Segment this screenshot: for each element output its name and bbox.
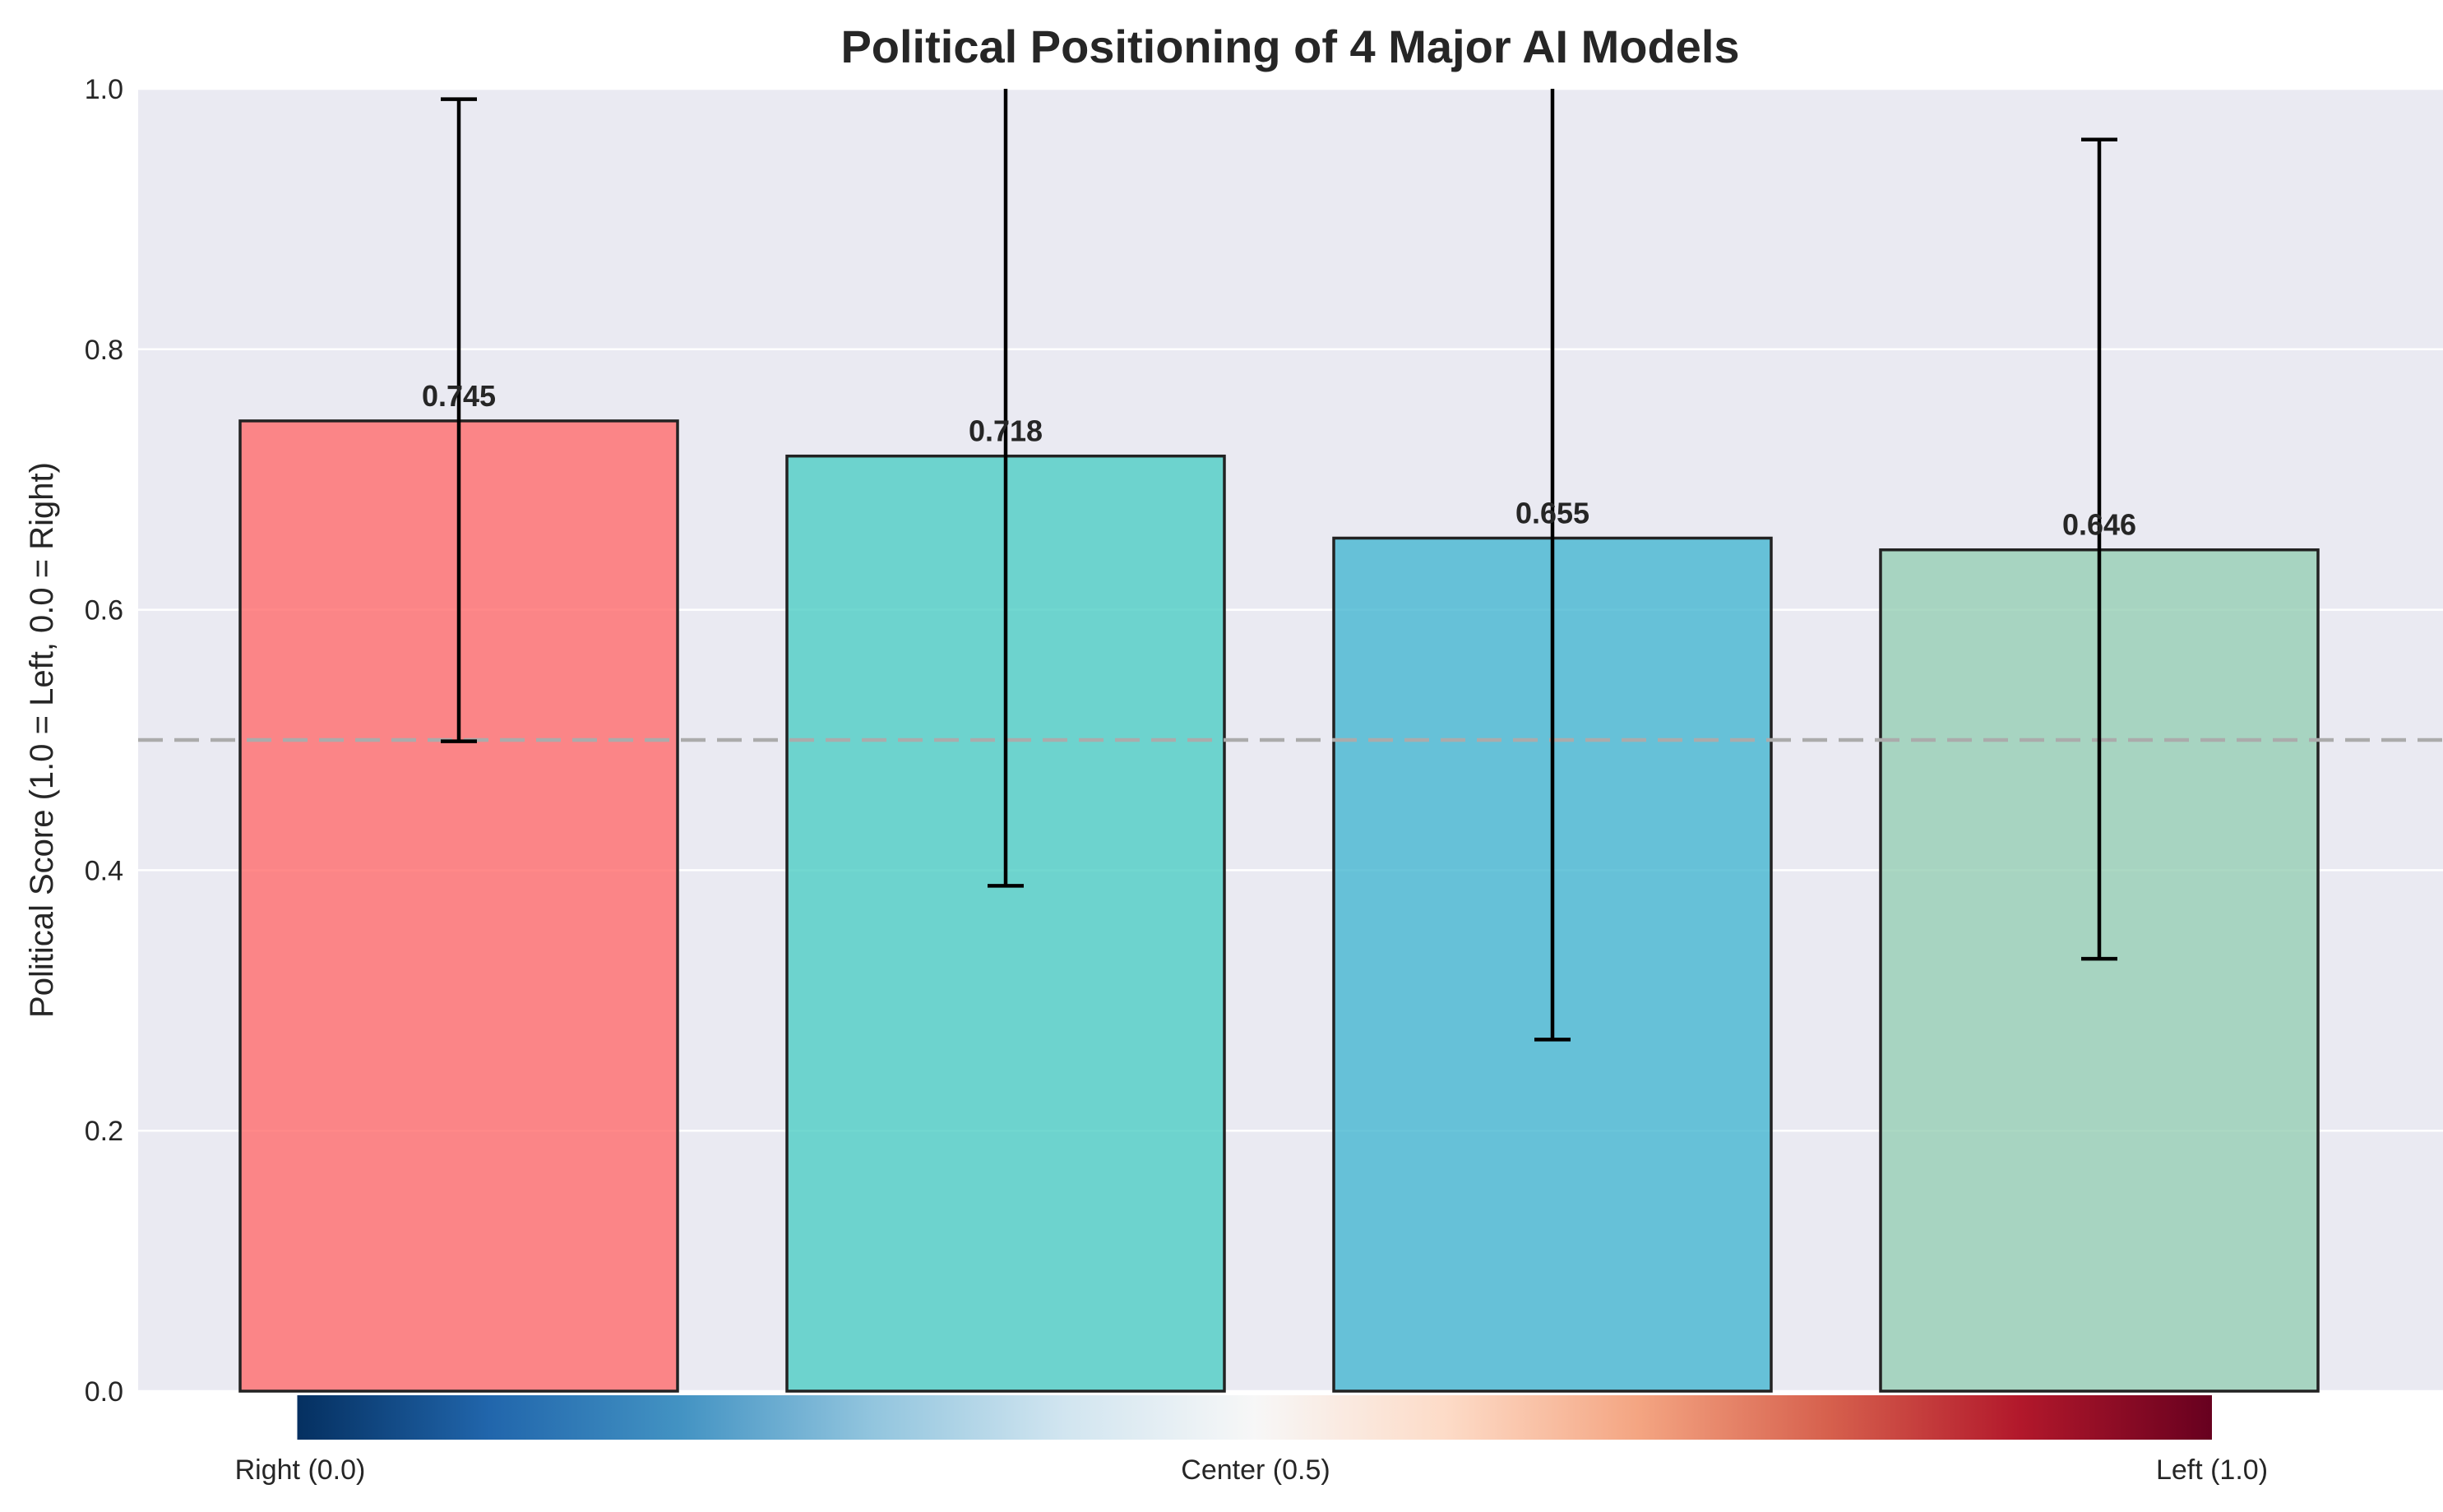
y-tick-label: 1.0 [85,74,123,105]
y-axis-label: Political Score (1.0 = Left, 0.0 = Right… [24,462,60,1018]
y-tick-label: 0.6 [85,595,123,627]
value-labels: 0.745 0.718 0.655 0.646 [422,379,2136,542]
error-bars [441,89,2117,1042]
y-axis: 0.0 0.2 0.4 0.6 0.8 1.0 [85,74,123,1408]
y-tick-label: 0.8 [85,335,123,366]
colorbar-label-left: Left (1.0) [2156,1454,2268,1486]
data-label: 0.646 [2062,508,2136,542]
data-label: 0.655 [1515,496,1589,529]
colorbar [298,1395,2212,1440]
y-tick-label: 0.2 [85,1116,123,1147]
data-label: 0.718 [969,414,1043,448]
y-tick-label: 0.0 [85,1376,123,1408]
y-tick-label: 0.4 [85,855,123,886]
colorbar-label-center: Center (0.5) [1181,1454,1330,1486]
colorbar-label-right: Right (0.0) [235,1454,366,1486]
chart-title: Political Positioning of 4 Major AI Mode… [840,21,1739,72]
data-label: 0.745 [422,379,496,413]
